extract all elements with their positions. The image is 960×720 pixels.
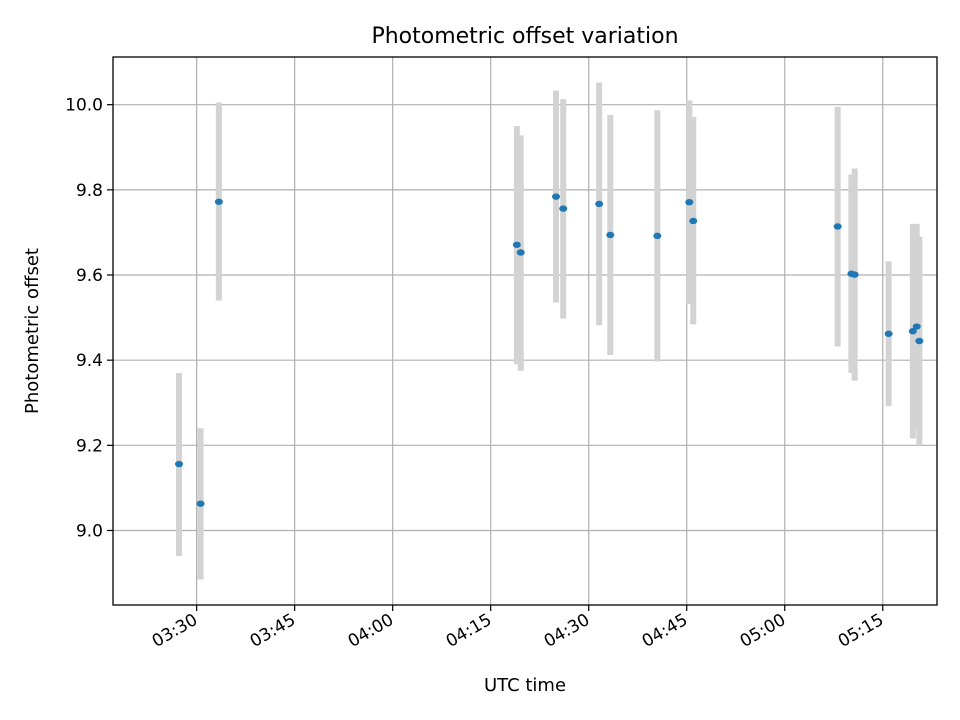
y-axis-label: Photometric offset (22, 248, 43, 414)
data-point (516, 249, 525, 256)
y-tick-label: 9.2 (76, 436, 103, 456)
data-point (850, 271, 859, 278)
data-points (174, 193, 924, 507)
data-point (196, 500, 205, 507)
y-tick-label: 9.8 (76, 181, 103, 201)
data-point (552, 193, 561, 200)
data-point (214, 198, 223, 205)
data-point (559, 205, 568, 212)
data-point (685, 198, 694, 206)
data-point (512, 241, 521, 248)
data-point (653, 232, 662, 240)
data-point (595, 200, 604, 208)
data-point (915, 337, 924, 345)
grid-lines (113, 57, 937, 605)
data-point (833, 223, 842, 230)
y-tick-label: 10.0 (65, 96, 103, 116)
data-point (884, 330, 893, 337)
data-point (908, 328, 917, 335)
data-point (174, 460, 183, 468)
data-point (606, 231, 615, 239)
data-point (689, 217, 698, 225)
y-axis-ticks: 9.0 9.2 9.4 9.6 9.8 10.0 (65, 96, 113, 541)
x-axis-label: UTC time (484, 675, 566, 696)
data-point (912, 323, 921, 330)
y-tick-label: 9.4 (76, 351, 103, 371)
plot-frame (112, 56, 938, 606)
y-tick-label: 9.6 (76, 266, 103, 286)
y-tick-label: 9.0 (76, 521, 103, 541)
chart-title: Photometric offset variation (371, 24, 678, 49)
